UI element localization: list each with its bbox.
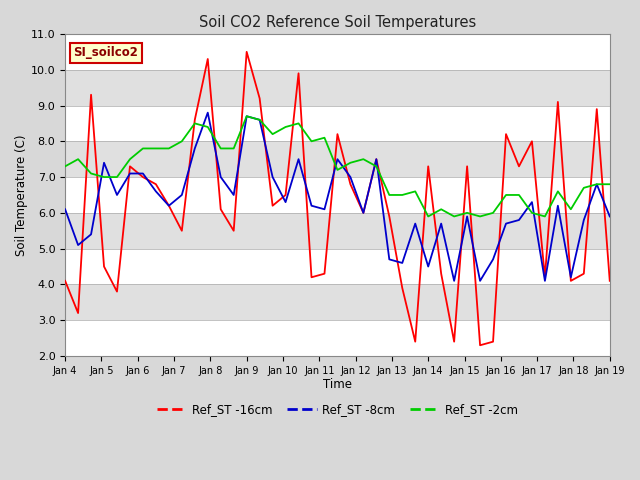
Bar [65,213,610,249]
X-axis label: Time: Time [323,379,352,392]
Bar [65,34,610,70]
Bar [65,141,610,177]
Bar [65,320,610,356]
Text: SI_soilco2: SI_soilco2 [74,47,138,60]
Legend: Ref_ST -16cm, Ref_ST -8cm, Ref_ST -2cm: Ref_ST -16cm, Ref_ST -8cm, Ref_ST -2cm [152,398,523,421]
Y-axis label: Soil Temperature (C): Soil Temperature (C) [15,134,28,256]
Title: Soil CO2 Reference Soil Temperatures: Soil CO2 Reference Soil Temperatures [199,15,476,30]
Bar [65,106,610,141]
Bar [65,285,610,320]
Bar [65,70,610,106]
Bar [65,177,610,213]
Bar [65,249,610,285]
